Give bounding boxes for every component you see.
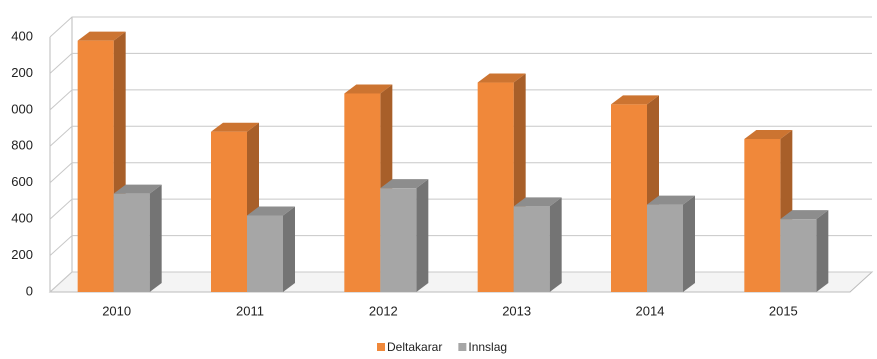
x-tick-label: 2015 [769,303,798,318]
bar-top [513,197,562,207]
bar [611,104,647,293]
grid-line [49,198,872,220]
bar-side [549,197,562,292]
bar-top [344,84,393,94]
bar [744,139,781,292]
grid-line [49,89,872,111]
grid-line [49,162,872,184]
bar-top [611,95,659,105]
y-tick-label: 600 [11,174,33,189]
bar [344,93,381,292]
bar-side [416,179,429,292]
grid-line [49,16,872,38]
bar [247,215,283,292]
bar [513,206,550,292]
legend-swatch [458,343,467,351]
y-tick-label: 400 [11,28,33,43]
y-tick-label: 200 [11,65,33,80]
grid-line [49,235,872,256]
y-tick-label: 200 [11,247,33,262]
bar [113,193,150,292]
bar-top [477,73,526,83]
bar [477,82,514,293]
bar-top [77,31,126,41]
legend-swatch [377,343,385,351]
bar-top [744,130,793,139]
bar-top [247,206,295,216]
bar [77,40,114,293]
legend-label: Deltakarar [387,340,442,354]
bar-top [380,179,429,189]
bar-side [816,210,829,292]
bar [780,219,817,292]
bar-side [283,206,295,292]
x-tick-label: 2012 [369,303,398,318]
bar [647,204,683,292]
x-tick-label: 2013 [502,303,531,318]
y-tick-label: 0 [26,283,33,298]
bar [380,188,417,292]
legend-label: Innslag [468,340,507,354]
bar-top [211,122,259,132]
bar-top [647,195,695,205]
grid-line [49,125,872,147]
x-tick-label: 2010 [102,303,131,318]
bar-side [149,184,162,292]
grid-line [49,271,872,293]
x-tick-label: 2014 [636,303,665,318]
bar-side [683,195,695,292]
y-tick-label: 400 [11,211,33,226]
y-tick-label: 000 [11,101,33,116]
bar-top [780,210,829,220]
y-tick-label: 800 [11,138,33,153]
x-tick-label: 2011 [236,303,264,318]
bar [211,131,247,292]
grid-line [49,52,872,74]
bar-top [113,184,162,194]
